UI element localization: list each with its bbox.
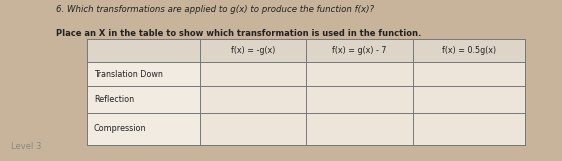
Text: Reflection: Reflection (94, 95, 134, 104)
Text: 6. Which transformations are applied to g(x) to produce the function f(x)?: 6. Which transformations are applied to … (56, 5, 374, 14)
Text: Place an X in the table to show which transformation is used in the function.: Place an X in the table to show which tr… (56, 29, 422, 38)
Text: f(x) = 0.5g(x): f(x) = 0.5g(x) (442, 46, 496, 55)
Text: Compression: Compression (94, 124, 146, 133)
Text: f(x) = -g(x): f(x) = -g(x) (231, 46, 275, 55)
Text: f(x) = g(x) - 7: f(x) = g(x) - 7 (333, 46, 387, 55)
Text: Translation Down: Translation Down (94, 70, 163, 79)
Text: Level 3: Level 3 (11, 142, 42, 151)
